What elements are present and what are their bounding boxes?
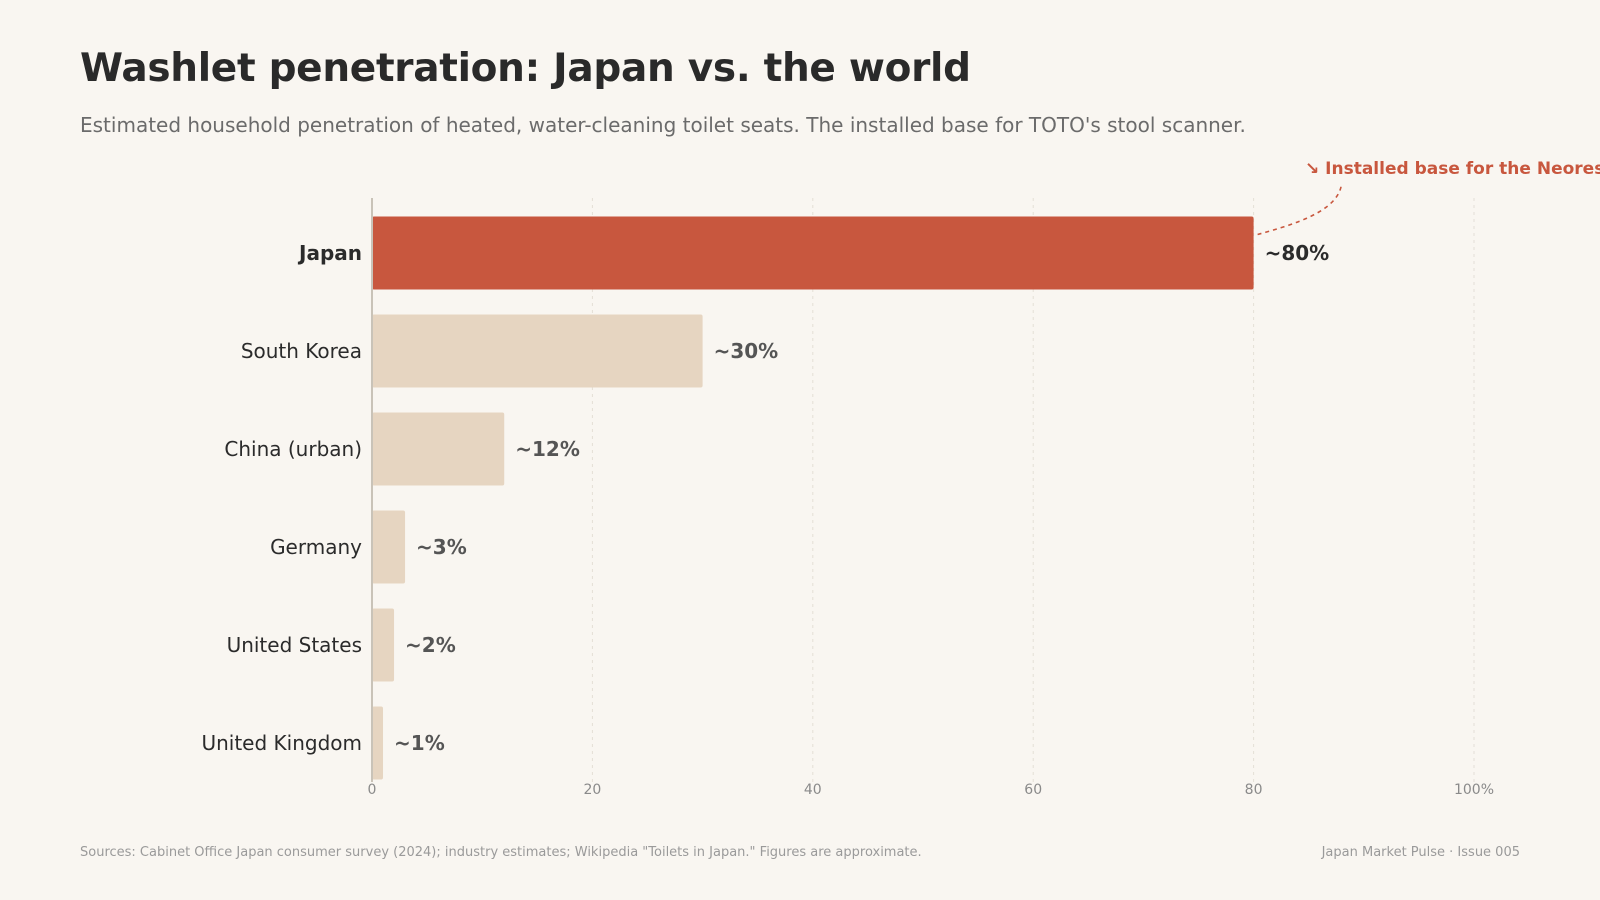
bar bbox=[372, 412, 505, 486]
value-label: ~80% bbox=[1265, 241, 1330, 265]
bar bbox=[372, 216, 1254, 290]
annotation-text: ↘ Installed base for the Neorest bbox=[1305, 159, 1600, 179]
source-note: Sources: Cabinet Office Japan consumer s… bbox=[80, 845, 922, 860]
bar bbox=[372, 608, 395, 682]
category-label: China (urban) bbox=[224, 437, 362, 461]
bar bbox=[372, 314, 703, 388]
publication-credit: Japan Market Pulse · Issue 005 bbox=[1321, 845, 1520, 860]
category-label: South Korea bbox=[241, 339, 362, 363]
value-label: ~12% bbox=[515, 437, 580, 461]
annotation-connector bbox=[1257, 183, 1343, 236]
value-label: ~2% bbox=[405, 633, 456, 657]
category-label: United States bbox=[227, 633, 362, 657]
x-tick-label: 0 bbox=[368, 782, 377, 798]
value-label: ~1% bbox=[394, 731, 445, 755]
category-label: United Kingdom bbox=[201, 731, 362, 755]
bar bbox=[372, 510, 406, 584]
category-label: Japan bbox=[297, 241, 362, 265]
x-tick-label: 40 bbox=[804, 782, 822, 798]
chart-title: Washlet penetration: Japan vs. the world bbox=[80, 46, 971, 91]
x-tick-label: 60 bbox=[1024, 782, 1042, 798]
category-label: Germany bbox=[270, 535, 362, 559]
x-tick-label: 20 bbox=[583, 782, 601, 798]
bar bbox=[372, 706, 384, 780]
x-tick-label: 100% bbox=[1454, 782, 1494, 798]
value-label: ~3% bbox=[416, 535, 467, 559]
chart-subtitle: Estimated household penetration of heate… bbox=[80, 113, 1246, 137]
value-label: ~30% bbox=[714, 339, 779, 363]
x-tick-label: 80 bbox=[1245, 782, 1263, 798]
